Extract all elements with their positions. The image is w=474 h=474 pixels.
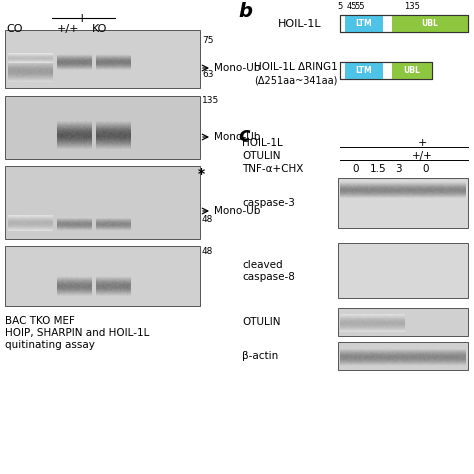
Bar: [5, 30, 200, 88]
Text: 3: 3: [395, 164, 401, 174]
Text: 0: 0: [423, 164, 429, 174]
Bar: [5, 246, 200, 306]
Text: 55: 55: [355, 2, 365, 11]
Bar: [338, 243, 468, 298]
Text: b: b: [238, 2, 252, 21]
Text: OTULIN: OTULIN: [242, 317, 281, 327]
Text: OTULIN: OTULIN: [242, 151, 281, 161]
Text: 5: 5: [337, 2, 343, 11]
Text: Mono-Ub: Mono-Ub: [214, 206, 260, 216]
Text: quitinating assay: quitinating assay: [5, 340, 95, 350]
Bar: [338, 178, 468, 228]
Text: cleaved: cleaved: [242, 259, 283, 270]
Bar: [345, 15, 383, 32]
Bar: [340, 62, 432, 79]
Text: 48: 48: [202, 215, 213, 224]
Text: BAC TKO MEF: BAC TKO MEF: [5, 316, 75, 326]
Text: c: c: [238, 126, 249, 145]
Text: HOIL-1L ΔRING1: HOIL-1L ΔRING1: [254, 62, 338, 72]
Text: HOIL-1L: HOIL-1L: [242, 138, 283, 148]
Text: β-actin: β-actin: [242, 351, 278, 361]
Text: +: +: [418, 138, 427, 148]
Text: 75: 75: [202, 36, 213, 45]
Bar: [392, 15, 468, 32]
Bar: [345, 62, 383, 79]
Text: 48: 48: [202, 246, 213, 255]
Text: 45: 45: [347, 2, 357, 11]
Text: HOIL-1L: HOIL-1L: [278, 18, 322, 28]
Text: +: +: [77, 12, 87, 25]
Bar: [5, 166, 200, 239]
Text: 135: 135: [404, 2, 420, 11]
Text: 1.5: 1.5: [370, 164, 386, 174]
Text: 135: 135: [202, 95, 219, 104]
Text: TNF-α+CHX: TNF-α+CHX: [242, 164, 303, 174]
Text: UBL: UBL: [422, 19, 438, 28]
Text: CO: CO: [6, 24, 22, 34]
Text: 0: 0: [353, 164, 359, 174]
Bar: [338, 308, 468, 336]
Text: +/+: +/+: [57, 24, 79, 34]
Text: (Δ251aa~341aa): (Δ251aa~341aa): [254, 75, 337, 85]
Text: +/+: +/+: [412, 151, 433, 161]
Text: caspase-3: caspase-3: [242, 198, 295, 208]
Bar: [340, 15, 468, 32]
Bar: [5, 96, 200, 159]
Text: caspase-8: caspase-8: [242, 272, 295, 282]
Text: UBL: UBL: [404, 66, 420, 75]
Bar: [392, 62, 432, 79]
Text: *: *: [198, 167, 205, 181]
Text: LTM: LTM: [356, 66, 372, 75]
Bar: [340, 15, 468, 32]
Text: 63: 63: [202, 70, 213, 79]
Text: HOIP, SHARPIN and HOIL-1L: HOIP, SHARPIN and HOIL-1L: [5, 328, 149, 338]
Text: Mono-Ub: Mono-Ub: [214, 132, 260, 142]
Text: Mono-Ub: Mono-Ub: [214, 63, 260, 73]
Text: LTM: LTM: [356, 19, 372, 28]
Text: KO: KO: [92, 24, 108, 34]
Bar: [338, 342, 468, 370]
Bar: [340, 62, 432, 79]
